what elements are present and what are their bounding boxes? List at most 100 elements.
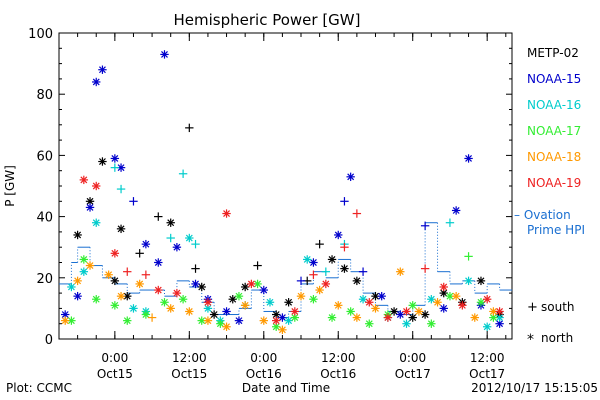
north-marker-noaa-18 <box>489 307 498 316</box>
north-marker-noaa-18 <box>315 285 324 295</box>
north-marker-noaa-17 <box>92 295 101 304</box>
north-marker-metp-02 <box>284 298 293 307</box>
legend: METP-02 NOAA-15 NOAA-16 NOAA-17 NOAA-18 NOAA-… <box>514 46 585 237</box>
north-marker-noaa-19 <box>495 307 504 316</box>
south-marker-metp-02 <box>135 249 144 258</box>
north-marker-noaa-15 <box>116 163 126 172</box>
y-axis-label: P [GW] <box>3 165 17 207</box>
north-marker-noaa-19 <box>271 316 281 325</box>
north-marker-metp-02 <box>476 276 486 286</box>
north-marker-noaa-16 <box>303 255 312 264</box>
north-marker-noaa-17 <box>160 298 169 307</box>
data-markers <box>61 50 504 335</box>
north-marker-noaa-18 <box>352 313 362 322</box>
north-marker-noaa-16 <box>265 298 275 307</box>
south-marker-metp-02 <box>154 212 163 221</box>
north-symbol: * <box>527 332 534 348</box>
north-marker-noaa-15 <box>92 77 101 87</box>
north-marker-noaa-18 <box>203 316 213 325</box>
north-marker-noaa-17 <box>427 319 436 328</box>
north-marker-noaa-18 <box>240 301 250 310</box>
north-marker-noaa-19 <box>365 298 374 307</box>
x-axis-label: Date and Time <box>242 381 330 395</box>
south-label: south <box>541 300 575 314</box>
north-marker-metp-02 <box>110 276 120 286</box>
north-marker-noaa-18 <box>470 313 479 322</box>
chart-title: Hemispheric Power [GW] <box>174 11 361 29</box>
north-marker-noaa-15 <box>85 203 95 212</box>
x-tick-label-time: 12:00 <box>172 351 207 365</box>
legend-ovation-line2: Prime HPI <box>527 223 585 237</box>
north-marker-noaa-15 <box>154 258 163 267</box>
north-marker-noaa-19 <box>154 285 163 295</box>
north-marker-noaa-15 <box>377 291 386 301</box>
north-marker-noaa-18 <box>166 304 175 313</box>
north-marker-noaa-19 <box>79 175 89 185</box>
south-marker-noaa-18 <box>147 313 157 322</box>
north-marker-noaa-15 <box>73 291 82 301</box>
north-marker-noaa-18 <box>451 291 461 301</box>
north-marker-noaa-17 <box>234 291 244 301</box>
north-marker-metp-02 <box>209 310 219 319</box>
south-marker-noaa-19 <box>420 264 430 273</box>
x-tick-label-time: 0:00 <box>250 351 277 365</box>
south-marker-noaa-15 <box>340 197 349 206</box>
y-tick-label: 40 <box>36 211 53 226</box>
north-marker-noaa-18 <box>185 307 194 316</box>
legend-entry: NOAA-17 <box>527 124 581 138</box>
north-marker-noaa-16 <box>129 304 138 313</box>
north-marker-noaa-15 <box>172 243 182 252</box>
south-marker-noaa-15 <box>358 267 368 276</box>
north-marker-noaa-17 <box>79 255 89 264</box>
north-marker-metp-02 <box>123 291 132 301</box>
north-marker-noaa-17 <box>408 301 417 310</box>
north-marker-noaa-17 <box>216 319 225 328</box>
north-marker-noaa-18 <box>396 267 405 276</box>
south-marker-noaa-19 <box>340 243 349 252</box>
legend-entry: NOAA-15 <box>527 72 581 86</box>
legend-ovation-line1: – Ovation <box>514 208 571 222</box>
north-marker-noaa-15 <box>464 154 473 163</box>
south-marker-noaa-16 <box>166 233 175 243</box>
north-marker-noaa-15 <box>439 304 448 313</box>
legend-entry: NOAA-19 <box>527 176 581 190</box>
north-marker-noaa-17 <box>271 322 281 331</box>
north-marker-noaa-18 <box>104 270 113 279</box>
south-marker-noaa-19 <box>309 270 318 279</box>
symbol-key: + south * north <box>527 300 575 348</box>
north-marker-noaa-17 <box>309 295 318 304</box>
north-marker-noaa-15 <box>396 310 405 319</box>
north-marker-noaa-19 <box>439 282 448 292</box>
north-marker-metp-02 <box>271 310 281 319</box>
south-marker-noaa-16 <box>321 267 331 276</box>
south-marker-noaa-16 <box>445 218 455 227</box>
south-marker-noaa-16 <box>191 239 200 249</box>
legend-entry: NOAA-18 <box>527 150 581 164</box>
north-marker-noaa-19 <box>321 279 331 289</box>
north-marker-noaa-15 <box>346 172 355 182</box>
north-marker-noaa-16 <box>464 276 473 286</box>
north-marker-noaa-18 <box>334 301 343 310</box>
north-marker-noaa-18 <box>371 304 380 313</box>
x-tick-label-time: 0:00 <box>399 351 426 365</box>
north-marker-noaa-19 <box>172 288 182 298</box>
north-marker-noaa-15 <box>234 316 244 325</box>
plot-credit: Plot: CCMC <box>6 381 72 395</box>
north-marker-metp-02 <box>166 218 175 227</box>
north-marker-noaa-17 <box>141 310 151 319</box>
south-marker-noaa-17 <box>464 252 473 261</box>
north-marker-noaa-19 <box>458 301 467 310</box>
north-marker-noaa-16 <box>67 282 76 292</box>
south-marker-metp-02 <box>253 261 262 270</box>
north-marker-metp-02 <box>340 264 349 273</box>
north-marker-metp-02 <box>85 197 95 206</box>
north-marker-noaa-17 <box>178 295 188 304</box>
north-marker-metp-02 <box>197 282 206 292</box>
x-tick-label-time: 0:00 <box>101 351 128 365</box>
y-tick-label: 20 <box>36 272 53 287</box>
north-marker-noaa-19 <box>402 307 411 316</box>
north-marker-metp-02 <box>389 307 399 316</box>
north-marker-noaa-19 <box>203 298 213 307</box>
north-marker-noaa-17 <box>476 298 486 307</box>
north-marker-noaa-17 <box>110 301 120 310</box>
